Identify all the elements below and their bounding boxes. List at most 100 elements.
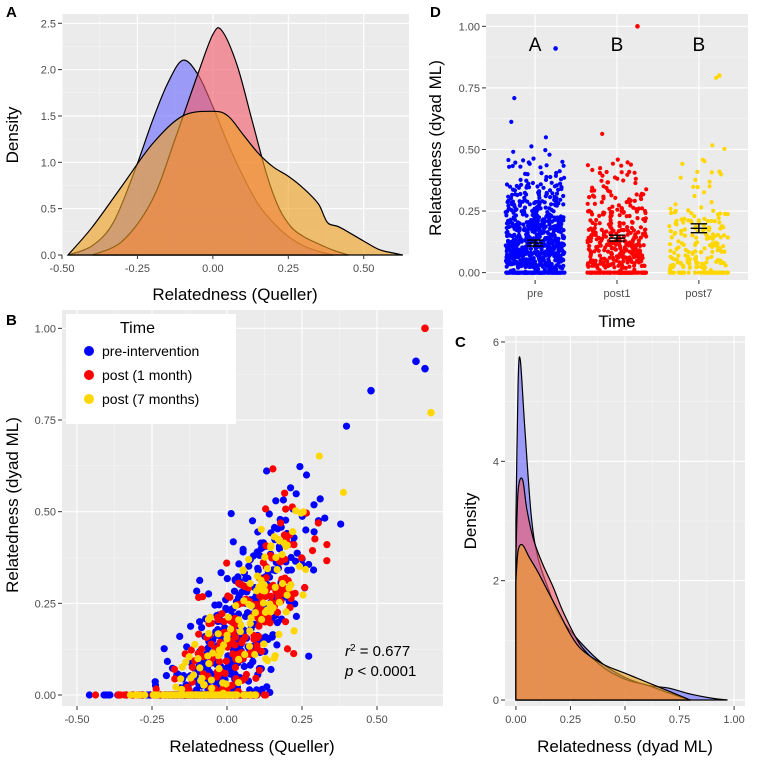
point-post7 [720,270,725,275]
B-y-tick-label: 0.75 [35,415,56,427]
point-post7 [722,146,727,151]
point-pre [551,270,556,275]
point-pre [521,222,526,227]
point-pre [561,163,566,168]
point-post1 [633,254,638,259]
point-post7 [245,555,253,564]
point-post7 [693,241,698,246]
point-pre [538,165,543,170]
panel-a-axes: 0.0 0.5 1.0 1.5 2.0 2.5 -0.50 -0.25 0.00 0.25 0.50 [41,18,375,275]
point-post1 [632,267,637,272]
point-post1 [232,633,240,641]
point-post1 [641,243,646,248]
point-post1 [152,685,160,693]
point-post7 [703,270,708,275]
point-post1 [589,236,594,241]
point-pre [279,496,287,504]
point-post1 [269,465,277,473]
point-pre [560,159,565,164]
point-post7 [297,509,305,517]
point-pre [533,251,539,256]
point-post1 [643,227,648,232]
panel-c-x-axis-title: Relatedness (dyad ML) [537,737,713,756]
point-pre [547,216,552,221]
point-post1 [621,178,626,183]
point-pre [543,205,548,210]
point-pre [513,225,518,230]
point-post7 [699,265,704,270]
point-post1 [617,220,622,225]
point-pre [513,255,518,260]
point-post7 [206,613,214,621]
point-pre [518,164,523,169]
point-pre [532,259,538,264]
point-pre [517,226,522,231]
point-pre [284,566,292,574]
point-pre [296,463,304,471]
point-post7 [671,257,677,262]
point-post7 [674,257,680,262]
point-pre [249,658,257,666]
point-pre [367,386,375,395]
point-pre [196,618,204,626]
point-post1 [593,258,598,263]
point-post7 [693,177,698,182]
point-post7 [245,600,253,609]
point-pre [547,245,552,250]
point-post7 [240,597,248,605]
point-post7 [232,602,240,610]
point-post1 [632,198,637,203]
point-pre [546,240,551,245]
point-post7 [667,242,673,247]
point-post7 [671,270,677,275]
point-post1 [625,232,630,237]
C-x-tick-label: 0.00 [505,714,526,726]
point-post1 [117,691,125,699]
legend-title: Time [120,320,155,337]
point-post1 [643,210,648,216]
panel-c-y-axis-title: Density [461,492,480,549]
point-pre [558,197,563,202]
point-post7 [704,232,709,238]
point-post7 [678,175,683,180]
A-y-tick-label: 1.5 [41,111,56,123]
point-post1 [589,188,594,193]
point-post1 [636,256,642,261]
point-pre [522,238,527,243]
point-post1 [604,270,610,275]
panel-c: C 0 2 4 6 0.00 0.25 0.50 0.75 1.00 Relatedness (… [455,334,745,756]
point-post7 [676,239,681,244]
point-post1 [601,232,607,237]
panel-b-y-axis-title: Relatedness (dyad ML) [3,417,22,593]
point-post1 [612,265,617,270]
point-post7 [214,630,222,638]
point-post7 [710,270,715,275]
point-post7 [690,233,695,238]
A-x-tick-label: 0.50 [353,263,374,275]
point-post7 [275,630,283,639]
point-post7 [692,214,697,219]
point-pre [524,232,529,237]
point-pre [512,217,518,222]
point-post7 [267,542,275,550]
point-pre [561,202,566,207]
point-post7 [691,184,696,189]
point-post7 [694,265,699,270]
point-pre [272,497,280,505]
point-post1 [586,264,591,269]
point-post1 [585,163,591,168]
point-pre [544,213,550,218]
point-pre [511,237,516,242]
point-post7 [707,179,712,184]
point-post1 [621,259,626,264]
point-pre [554,217,559,222]
point-post1 [623,248,629,253]
point-post7 [427,408,435,417]
point-post1 [595,265,600,270]
point-post1 [262,592,270,601]
point-post7 [234,679,243,687]
point-pre [337,520,345,528]
point-post7 [721,233,727,238]
panel-label-c: C [455,334,466,351]
point-post7 [682,227,687,232]
